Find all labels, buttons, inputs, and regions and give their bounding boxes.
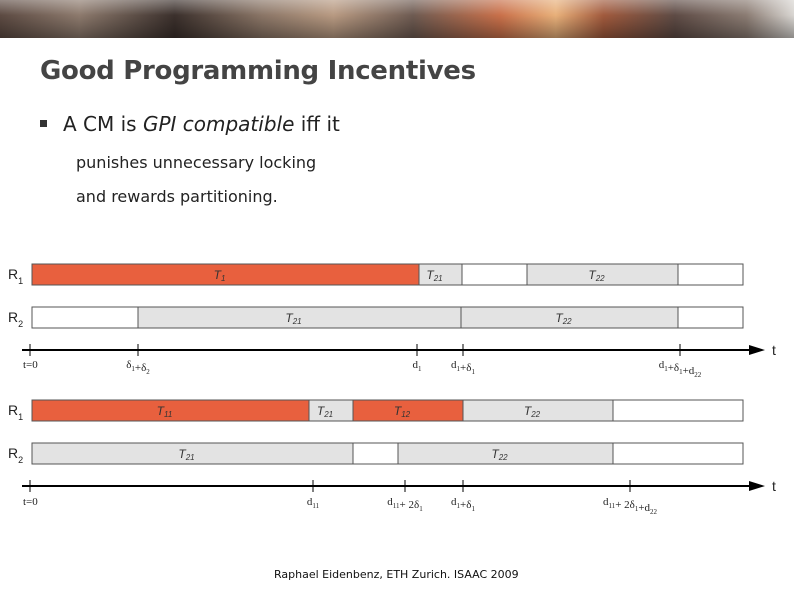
axis-arrow-icon [749,481,765,491]
tick-label: d1 [413,359,423,373]
transaction-segment [352,442,399,465]
transaction-label: T22 [491,447,508,462]
resource-label: R1 [8,266,23,286]
sub-point-2: and rewards partitioning. [76,187,278,206]
axis-label: t [772,478,776,494]
tick-label: d11+ 2δ1+d22 [603,496,658,516]
transaction-label: T22 [588,268,605,283]
transaction-segment [612,442,744,465]
transaction-label: T21 [285,311,301,326]
transaction-segment [31,263,420,286]
transaction-segment [612,399,744,422]
transaction-label: T22 [555,311,572,326]
tick-label: t=0 [23,359,38,371]
transaction-segment [677,263,744,286]
resource-label: R1 [8,402,23,422]
axis-label: t [772,342,776,358]
tick-label: δ1+δ2 [126,359,150,376]
bullet-square-icon [40,120,47,127]
footer-citation: Raphael Eidenbenz, ETH Zurich. ISAAC 200… [274,568,519,581]
transaction-label: T11 [157,404,173,419]
axis-arrow-icon [749,345,765,355]
transaction-segment [461,263,528,286]
transaction-label: T12 [394,404,411,419]
sub-point-1: punishes unnecessary locking [76,153,317,172]
resource-label: R2 [8,445,23,465]
timeline-diagram: R1 T1 T21 T22 R2 T21 T22 t t=0 δ1+δ2 d1 d1+δ1 d1+δ1+… [8,263,776,516]
bullet-emphasis: GPI compatible [142,112,295,136]
tick-label: d11 [307,496,320,510]
tick-label: d1+δ1 [451,359,475,376]
bullet-item: A CM is GPI compatible iff it [40,112,340,136]
tick-label: d1+δ1 [451,496,475,513]
transaction-segment [677,306,744,329]
transaction-label: T21 [317,404,333,419]
resource-label: R2 [8,309,23,329]
transaction-segment [31,306,139,329]
header-banner-image [0,0,794,38]
tick-label: d11+ 2δ1 [387,496,423,513]
transaction-label: T1 [214,268,226,283]
transaction-label: T22 [524,404,541,419]
tick-label: d1+δ1+d22 [659,359,702,379]
transaction-label: T21 [178,447,194,462]
bullet-suffix: iff it [294,112,340,136]
bullet-prefix: A CM is [63,112,143,136]
tick-label: t=0 [23,496,38,508]
transaction-label: T21 [426,268,442,283]
slide-title: Good Programming Incentives [40,56,476,86]
